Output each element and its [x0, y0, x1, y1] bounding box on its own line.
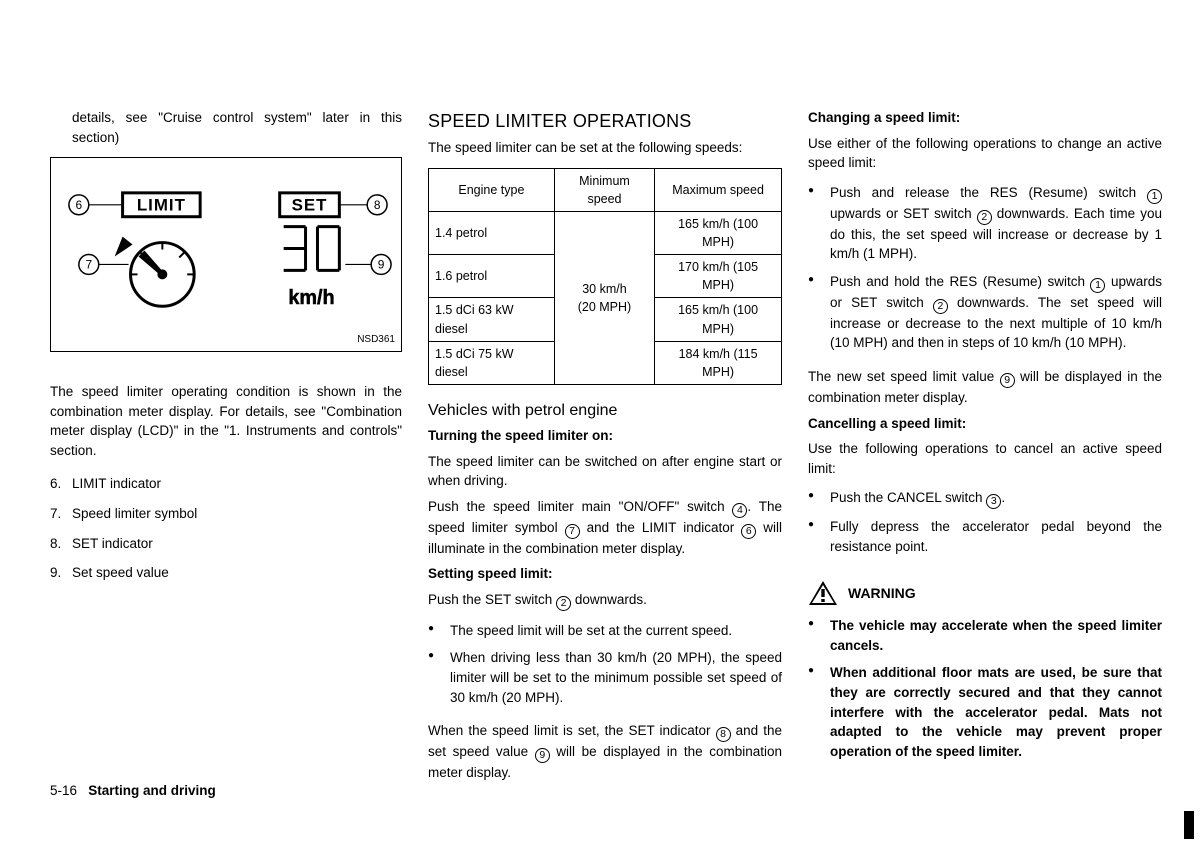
- list-item: 8.SET indicator: [50, 534, 402, 554]
- crop-mark: [1184, 811, 1194, 839]
- intro-continuation: details, see "Cruise control system" lat…: [72, 108, 402, 147]
- svg-text:LIMIT: LIMIT: [137, 196, 186, 215]
- list-item: 6.LIMIT indicator: [50, 474, 402, 494]
- warning-icon: [808, 580, 838, 606]
- warning-label: WARNING: [848, 583, 916, 603]
- cancel-bullets: Push the CANCEL switch 3. Fully depress …: [808, 488, 1162, 564]
- change-bullets: Push and release the RES (Resume) switch…: [808, 183, 1162, 361]
- bullet-item: Fully depress the accelerator pedal beyo…: [808, 517, 1162, 556]
- th-min: Minimum speed: [554, 168, 654, 211]
- circled-2: 2: [933, 299, 948, 314]
- column-2: SPEED LIMITER OPERATIONS The speed limit…: [428, 108, 782, 789]
- indicator-list: 6.LIMIT indicator 7.Speed limiter symbol…: [50, 474, 402, 592]
- page-footer: 5-16 Starting and driving: [50, 781, 216, 801]
- warning-header: WARNING: [808, 580, 1162, 606]
- table-row: 1.4 petrol 30 km/h (20 MPH) 165 km/h (10…: [429, 211, 782, 254]
- page-number: 5-16: [50, 783, 77, 798]
- circled-6: 6: [741, 524, 756, 539]
- th-engine: Engine type: [429, 168, 555, 211]
- bullet-item: When driving less than 30 km/h (20 MPH),…: [428, 648, 782, 707]
- diagram-svg: 6 LIMIT 7: [51, 158, 401, 351]
- column-3: Changing a speed limit: Use either of th…: [808, 108, 1162, 789]
- circled-2: 2: [556, 596, 571, 611]
- svg-text:km/h: km/h: [288, 287, 334, 309]
- p-switch: Push the speed limiter main "ON/OFF" swi…: [428, 497, 782, 559]
- circled-1: 1: [1147, 189, 1162, 204]
- diagram-code: NSD361: [357, 333, 395, 348]
- p-turn-on: The speed limiter can be switched on aft…: [428, 452, 782, 491]
- bullet-item: When additional floor mats are used, be …: [808, 663, 1162, 761]
- list-item: 9.Set speed value: [50, 563, 402, 583]
- circled-4: 4: [732, 503, 747, 518]
- svg-text:SET: SET: [292, 196, 328, 215]
- circled-9: 9: [535, 748, 550, 763]
- svg-text:9: 9: [378, 258, 385, 272]
- page-content: details, see "Cruise control system" lat…: [0, 0, 1200, 789]
- col1-description: The speed limiter operating condition is…: [50, 382, 402, 460]
- th-max: Maximum speed: [655, 168, 782, 211]
- bullet-item: Push and hold the RES (Resume) switch 1 …: [808, 272, 1162, 353]
- bullet-item: The speed limit will be set at the curre…: [428, 621, 782, 641]
- p-newval: The new set speed limit value 9 will be …: [808, 367, 1162, 408]
- bullet-item: Push and release the RES (Resume) switch…: [808, 183, 1162, 264]
- set-bullets: The speed limit will be set at the curre…: [428, 621, 782, 715]
- circled-1: 1: [1090, 278, 1105, 293]
- circled-7: 7: [565, 524, 580, 539]
- table-header-row: Engine type Minimum speed Maximum speed: [429, 168, 782, 211]
- heading-cancel: Cancelling a speed limit:: [808, 414, 1162, 434]
- p-change: Use either of the following operations t…: [808, 134, 1162, 173]
- circled-9: 9: [1000, 373, 1015, 388]
- heading-setting: Setting speed limit:: [428, 564, 782, 584]
- circled-3: 3: [986, 494, 1001, 509]
- p-set: Push the SET switch 2 downwards.: [428, 590, 782, 611]
- svg-text:7: 7: [85, 258, 92, 272]
- subsection-title: Vehicles with petrol engine: [428, 399, 782, 422]
- p-cancel: Use the following operations to cancel a…: [808, 439, 1162, 478]
- bullet-item: The vehicle may accelerate when the spee…: [808, 616, 1162, 655]
- svg-text:6: 6: [76, 198, 83, 212]
- column-1: details, see "Cruise control system" lat…: [50, 108, 402, 789]
- footer-section: Starting and driving: [88, 783, 216, 798]
- circled-8: 8: [716, 727, 731, 742]
- section-title: SPEED LIMITER OPERATIONS: [428, 108, 782, 134]
- list-item: 7.Speed limiter symbol: [50, 504, 402, 524]
- heading-turning-on: Turning the speed limiter on:: [428, 426, 782, 446]
- meter-diagram: 6 LIMIT 7: [50, 157, 402, 352]
- table-intro: The speed limiter can be set at the foll…: [428, 138, 782, 158]
- p-whenset: When the speed limit is set, the SET ind…: [428, 721, 782, 783]
- circled-2: 2: [977, 210, 992, 225]
- warning-bullets: The vehicle may accelerate when the spee…: [808, 616, 1162, 769]
- min-speed-cell: 30 km/h (20 MPH): [554, 211, 654, 384]
- heading-changing: Changing a speed limit:: [808, 108, 1162, 128]
- svg-text:8: 8: [374, 198, 381, 212]
- bullet-item: Push the CANCEL switch 3.: [808, 488, 1162, 509]
- speed-table: Engine type Minimum speed Maximum speed …: [428, 168, 782, 385]
